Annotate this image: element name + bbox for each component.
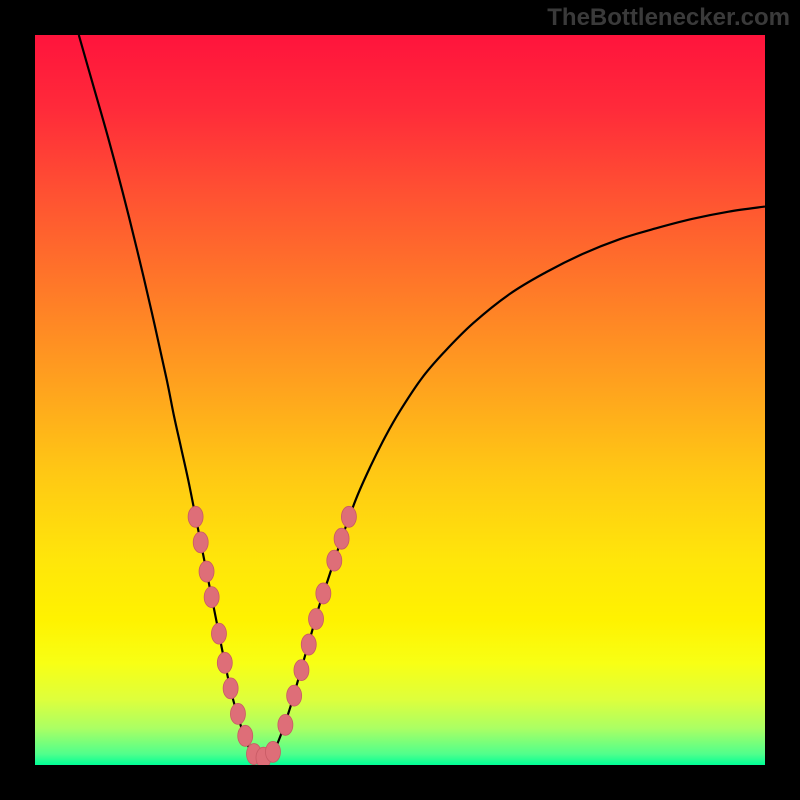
data-marker (294, 660, 309, 681)
data-marker (278, 714, 293, 735)
data-marker (316, 583, 331, 604)
plot-area (35, 35, 765, 765)
data-marker (334, 528, 349, 549)
data-marker (223, 678, 238, 699)
data-marker (309, 609, 324, 630)
gradient-background (35, 35, 765, 765)
chart-container: TheBottlenecker.com (0, 0, 800, 800)
data-marker (301, 634, 316, 655)
data-marker (211, 623, 226, 644)
data-marker (341, 506, 356, 527)
data-marker (287, 685, 302, 706)
data-marker (327, 550, 342, 571)
data-marker (217, 652, 232, 673)
data-marker (265, 741, 280, 762)
data-marker (188, 506, 203, 527)
data-marker (238, 725, 253, 746)
data-marker (199, 561, 214, 582)
watermark-text: TheBottlenecker.com (547, 4, 790, 32)
data-marker (230, 703, 245, 724)
data-marker (193, 532, 208, 553)
chart-svg (35, 35, 765, 765)
data-marker (204, 587, 219, 608)
